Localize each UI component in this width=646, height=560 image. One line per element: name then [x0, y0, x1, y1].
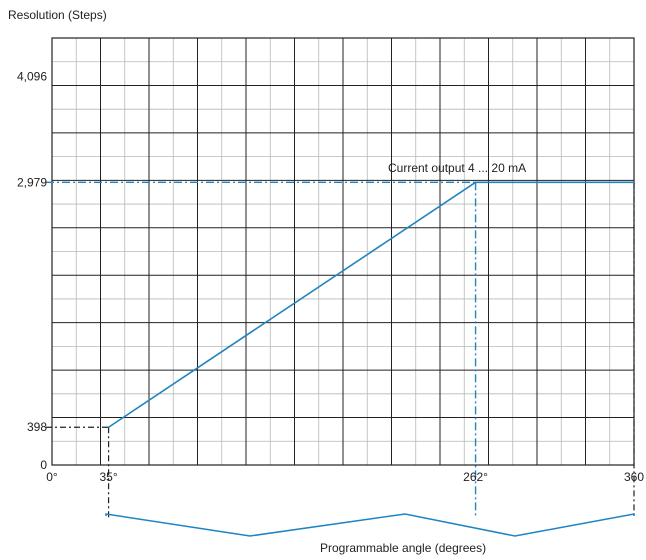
y-tick-label: 4,096: [17, 69, 47, 83]
x-tick-label: 360: [624, 470, 644, 484]
series-annotation: Current output 4 ... 20 mA: [388, 161, 526, 175]
grid-major: [52, 38, 634, 465]
angle-range-bracket: [105, 513, 635, 537]
y-tick-label: 398: [27, 420, 47, 434]
y-tick-labels: 0 398 2,979 4,096: [17, 69, 47, 472]
x-tick-label: 0°: [46, 470, 58, 484]
x-tick-label: 35°: [100, 470, 118, 484]
x-tick-labels: 0° 35° 262° 360: [46, 470, 644, 484]
reference-lines: [46, 181, 635, 518]
y-axis-label: Resolution (Steps): [8, 8, 107, 22]
y-tick-label: 2,979: [17, 175, 47, 189]
y-tick-label: 0: [40, 458, 47, 472]
x-tick-label: 262°: [463, 470, 488, 484]
series-line-current-output: [108, 181, 634, 428]
x-axis-label: Programmable angle (degrees): [320, 541, 486, 555]
plot-frame: [51, 37, 635, 466]
